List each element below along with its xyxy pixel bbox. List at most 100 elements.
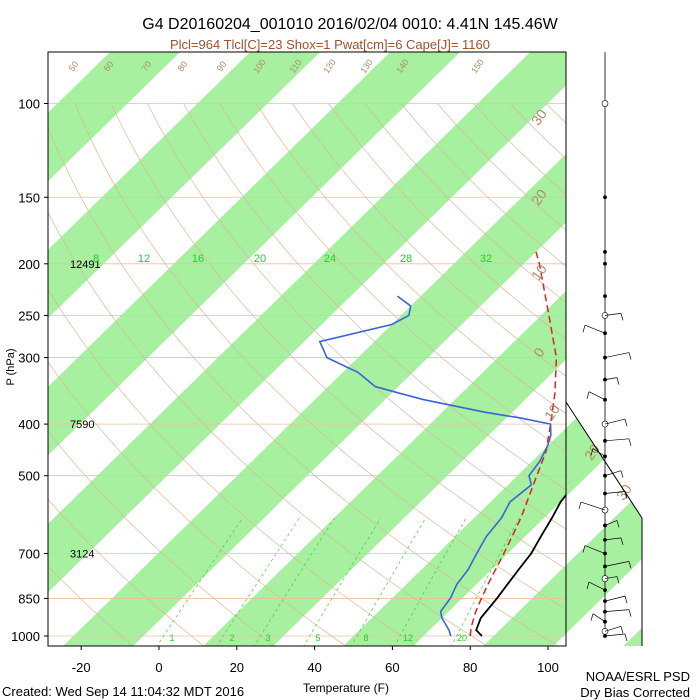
temperature-band [48,52,461,456]
wind-barb [604,625,622,632]
skewed-temperature-label: 20 [254,253,266,265]
wind-barb [584,545,606,554]
wind-barb-feather [616,377,620,385]
x-tick-label: 20 [230,660,244,675]
wind-barb [604,595,626,602]
wind-point [601,100,609,107]
wind-barb-feather [620,537,624,546]
wind-barb [604,609,630,612]
wind-barb-feather [620,626,624,634]
wind-barb-feather [586,391,590,399]
dry-adiabat-lines [48,103,566,646]
dry-adiabat [255,103,566,415]
adiabat-label: 50 [67,59,81,73]
mixing-ratio-line [253,517,335,646]
wind-barb [588,391,606,401]
mixing-ratio-label: 3 [265,633,270,643]
bias-note: Dry Bias Corrected [580,685,690,700]
dry-adiabat [74,103,566,610]
temperature-band [63,154,566,646]
temperature-band [483,565,566,646]
mixing-ratio-label: 12 [403,633,413,643]
height-label: 7590 [70,419,94,431]
wind-barb-feather [616,520,620,528]
wind-barb-feather [624,633,628,642]
wind-barb [588,581,606,591]
y-tick-label: 200 [18,257,40,272]
wind-barb-feather [616,576,620,584]
y-tick-label: 1000 [11,629,40,644]
wind-barb-column [578,52,632,642]
plot-frame [47,51,567,647]
wind-barb [604,561,630,567]
y-tick-label: 100 [18,97,40,112]
wind-barb-feather [590,613,594,621]
skewed-temperature-label: 8 [93,253,99,265]
skewed-temperature-label: 16 [192,253,204,265]
wind-barb [604,377,618,380]
skewed-temperature-label: 12 [138,253,150,265]
temperature-band-extension [566,52,642,646]
dry-adiabat [48,361,347,646]
wind-barb [604,576,618,579]
wind-barb [604,352,630,358]
dry-adiabat [110,103,566,570]
chart-subtitle: Plcl=964 Tlcl[C]=23 Shox=1 Pwat[cm]=6 Ca… [170,37,490,52]
dry-adiabat [48,212,489,646]
wind-barb-feather [578,501,582,510]
dry-adiabat [328,103,566,340]
temperature-band [48,52,181,182]
mixing-ratio-line [303,517,382,646]
chart-title: G4 D20160204_001010 2016/02/04 0010: 4.4… [142,16,558,33]
temperature-band [48,52,321,319]
dewpoint-curve [318,295,552,637]
mixing-ratio-label: 5 [315,633,320,643]
wind-barb [604,491,626,494]
x-tick-label: -20 [72,660,91,675]
wind-point [603,551,607,556]
wind-point [603,250,607,254]
wind-barb-feather [620,313,624,321]
x-tick-label: 0 [155,660,162,675]
isobar-lines [48,103,566,637]
mixing-ratio-label: 2 [229,633,234,643]
mixing-ratio-line [216,517,300,646]
wind-barb-feather [582,325,586,333]
wind-barb-feather [624,419,628,427]
mixing-ratio-lines [156,517,520,646]
dry-adiabat [48,430,276,646]
x-tick-label: 60 [385,660,399,675]
x-tick-label: 40 [307,660,321,675]
adiabat-label: 80 [176,59,190,73]
axes: 100 150 200 250 300 400 500 700 850 1000 -20 0 20 40 6… [11,97,559,676]
wind-barb-feather [586,582,590,590]
wind-barb-feather [628,438,632,446]
mixing-ratio-label: 1 [169,633,174,643]
wind-barb [580,501,606,511]
adiabat-label: 90 [215,59,229,73]
adiabat-label: 70 [140,59,154,73]
mixing-ratio-line [351,517,427,646]
created-timestamp: Created: Wed Sep 14 11:04:32 MDT 2016 [2,684,244,699]
dry-adiabat [183,103,566,491]
mixing-ratio-line [156,517,244,646]
temperature-curve [475,493,566,637]
wind-point [603,294,607,299]
y-tick-label: 150 [18,190,40,205]
mixing-ratio-line [451,517,520,646]
wind-barb [604,633,626,637]
wind-barb [584,324,606,334]
x-axis-label: Temperature (F) [303,681,389,695]
dry-adiabat [48,498,205,646]
wind-point [603,588,607,593]
x-tick-label: 100 [537,660,559,675]
skewed-temperature-label: 32 [480,253,492,265]
dry-adiabat [219,103,566,452]
wind-point [603,195,607,200]
height-label: 3124 [70,549,94,561]
wind-barb [604,313,622,316]
y-tick-label: 250 [18,308,40,323]
wind-point [603,523,607,528]
dry-adiabat [48,565,134,646]
